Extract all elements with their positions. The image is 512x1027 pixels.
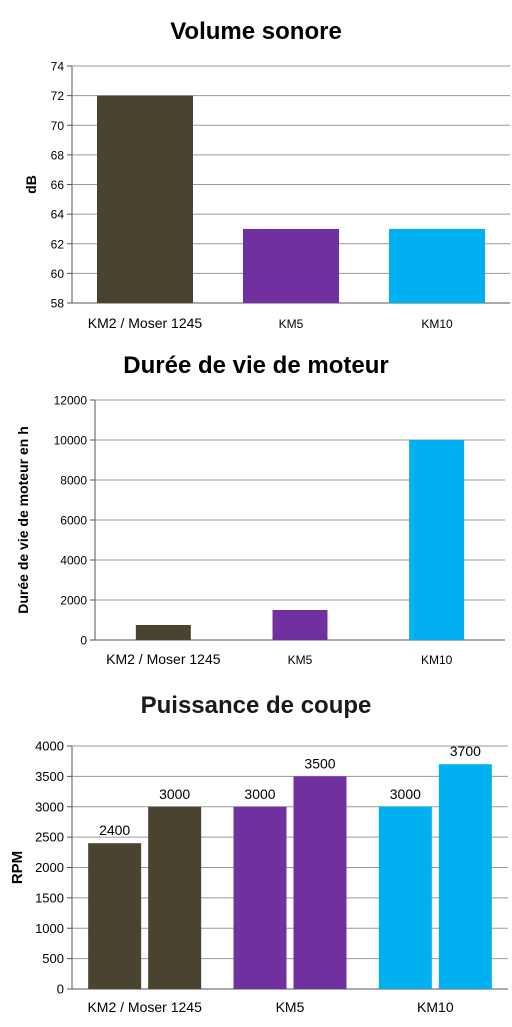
chart-plot-duree: 0 2000 4000 6000 8000 10000 12000 Durée de vie … [15, 394, 505, 667]
bar [272, 610, 328, 640]
y-tick-label: 1500 [35, 890, 64, 905]
bar [148, 806, 202, 989]
x-tick-label: KM10 [421, 317, 453, 331]
y-tick-label: 10000 [54, 434, 88, 448]
x-tick-label: KM5 [279, 317, 304, 331]
y-tick-label: 60 [51, 267, 65, 281]
y-tick-label: 62 [51, 237, 65, 251]
y-tick-label: 64 [51, 208, 65, 222]
chart-plot-volume: 58 60 62 64 66 68 70 72 74 dB KM2 / Moser 1245 KM5 K… [23, 60, 510, 331]
y-tick-label: 2000 [35, 860, 64, 875]
y-axis-title: RPM [9, 851, 26, 884]
y-tick-label: 0 [80, 634, 87, 648]
bar [243, 228, 339, 303]
y-tick-label: 500 [42, 951, 64, 966]
y-tick-label: 4000 [60, 554, 87, 568]
chart-title: Volume sonore [170, 18, 342, 45]
y-tick-label: 1000 [35, 921, 64, 936]
x-tick-label: KM2 / Moser 1245 [88, 315, 203, 331]
y-tick-label: 66 [51, 178, 65, 192]
data-label: 3000 [159, 786, 190, 802]
chart-title: Puissance de coupe [140, 692, 372, 719]
y-tick-label: 58 [51, 297, 65, 311]
data-label: 3700 [450, 743, 481, 759]
bar [378, 806, 432, 989]
bar [293, 776, 347, 989]
chart-volume-sonore: Volume sonore 58 60 62 64 66 68 70 72 74 dB KM2 / … [0, 0, 512, 340]
y-tick-label: 2500 [35, 830, 64, 845]
y-tick-label: 3000 [35, 799, 64, 814]
y-tick-label: 72 [51, 89, 65, 103]
data-label: 3000 [390, 786, 421, 802]
bar [88, 843, 142, 989]
y-tick-label: 0 [57, 982, 64, 997]
data-label: 3000 [244, 786, 275, 802]
y-tick-label: 4000 [35, 739, 64, 754]
y-tick-label: 68 [51, 148, 65, 162]
data-label: 3500 [304, 755, 335, 771]
bar [409, 440, 465, 640]
y-tick-label: 2000 [60, 594, 87, 608]
chart-puissance-de-coupe: Puissance de coupe 0 500 1000 1500 2000 2500 3… [0, 680, 512, 1027]
x-tick-label: KM2 / Moser 1245 [87, 999, 202, 1015]
x-tick-label: KM2 / Moser 1245 [106, 651, 221, 667]
bar [438, 764, 492, 989]
y-tick-label: 3500 [35, 769, 64, 784]
chart-duree-de-vie: Durée de vie de moteur 0 2000 4000 6000 8000… [0, 340, 512, 680]
data-label: 2400 [99, 822, 130, 838]
bar [389, 228, 485, 303]
chart-title: Durée de vie de moteur [123, 352, 389, 379]
bar [135, 625, 191, 640]
y-tick-label: 74 [51, 60, 65, 74]
y-tick-label: 6000 [60, 514, 87, 528]
x-tick-label: KM10 [421, 653, 453, 667]
y-tick-label: 12000 [54, 394, 88, 408]
bar [233, 806, 287, 989]
bar [97, 95, 193, 303]
y-axis-title: Durée de vie de moteur en h [15, 426, 31, 614]
x-tick-label: KM5 [288, 653, 313, 667]
x-tick-label: KM5 [276, 999, 305, 1015]
chart-plot-puissance: 0 500 1000 1500 2000 2500 3000 3500 4000 RPM 2400 3… [9, 739, 508, 1015]
y-tick-label: 8000 [60, 474, 87, 488]
y-axis-title: dB [23, 175, 39, 194]
y-tick-label: 70 [51, 119, 65, 133]
x-tick-label: KM10 [417, 999, 454, 1015]
